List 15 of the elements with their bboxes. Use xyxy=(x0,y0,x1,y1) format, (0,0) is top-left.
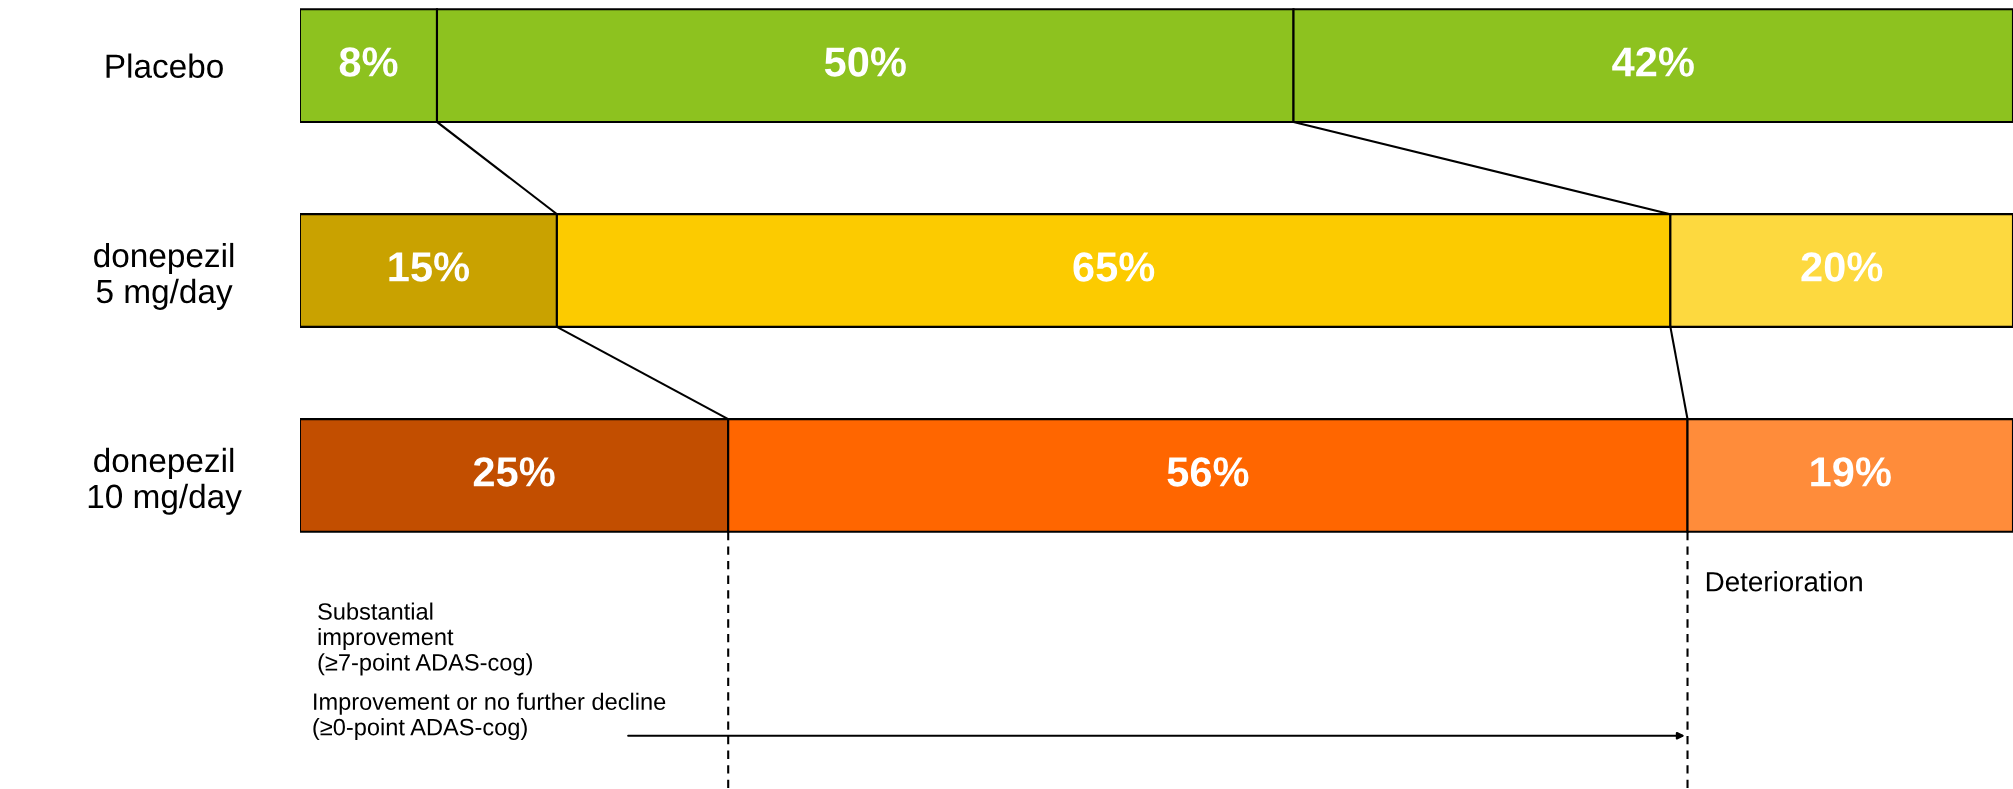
y-tick-label: donepezil 5 mg/day xyxy=(94,242,234,310)
data-label: 65% xyxy=(1073,252,1155,282)
data-label: 50% xyxy=(824,47,906,77)
text: Improvement or no further decline (≥0-point ADAS-cog) xyxy=(313,692,666,741)
data-label: 25% xyxy=(473,457,555,487)
data-label: 8% xyxy=(339,47,398,77)
data-label: 56% xyxy=(1167,457,1249,487)
annotation: Deterioration xyxy=(1706,571,1862,592)
y-tick-label: donepezil 10 mg/day xyxy=(88,447,242,515)
data-label: 42% xyxy=(1612,47,1694,77)
data-label: 15% xyxy=(389,252,470,282)
data-label: 20% xyxy=(1801,252,1883,282)
y-tick-label: Placebo xyxy=(106,53,223,78)
data-label: 19% xyxy=(1811,457,1891,487)
text: Substantial improvement (≥7-point ADAS-cog) xyxy=(318,602,532,676)
